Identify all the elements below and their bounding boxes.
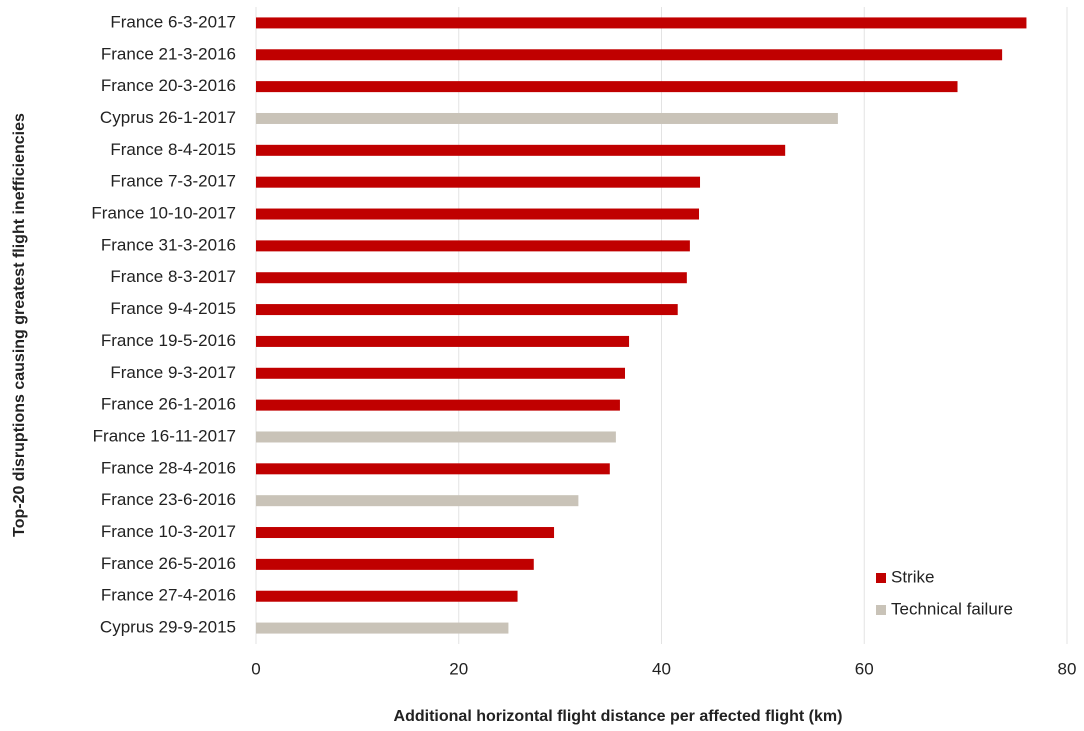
y-tick-label: France 27-4-2016 xyxy=(101,586,236,605)
y-tick-label: France 28-4-2016 xyxy=(101,458,236,477)
bar xyxy=(256,49,1003,61)
bar xyxy=(256,399,620,411)
y-tick-label: France 10-3-2017 xyxy=(101,522,236,541)
bar xyxy=(256,304,678,316)
bar xyxy=(256,81,958,93)
bar xyxy=(256,367,626,379)
bar xyxy=(256,463,610,475)
y-tick-label: France 6-3-2017 xyxy=(110,12,236,31)
y-tick-label: France 26-5-2016 xyxy=(101,554,236,573)
bar xyxy=(256,590,518,602)
x-tick-label: 80 xyxy=(1058,659,1077,678)
x-axis-title: Additional horizontal flight distance pe… xyxy=(394,708,843,725)
y-tick-label: France 8-4-2015 xyxy=(110,140,236,159)
legend-label: Technical failure xyxy=(891,599,1013,618)
x-tick-label: 20 xyxy=(449,659,468,678)
bar xyxy=(256,495,579,507)
x-tick-label: 0 xyxy=(251,659,260,678)
bar xyxy=(256,112,838,124)
bar xyxy=(256,240,690,252)
y-tick-label: France 8-3-2017 xyxy=(110,267,236,286)
legend-label: Strike xyxy=(891,567,934,586)
y-tick-label: France 23-6-2016 xyxy=(101,490,236,509)
bar xyxy=(256,335,630,347)
y-tick-label: France 7-3-2017 xyxy=(110,172,236,191)
bar xyxy=(256,176,701,188)
y-tick-label: France 10-10-2017 xyxy=(91,204,236,223)
y-axis-title: Top-20 disruptions causing greatest flig… xyxy=(11,113,28,537)
bar xyxy=(256,144,786,156)
legend-swatch xyxy=(876,573,886,583)
y-tick-label: Cyprus 29-9-2015 xyxy=(100,618,236,637)
y-tick-label: Cyprus 26-1-2017 xyxy=(100,108,236,127)
y-tick-label: France 20-3-2016 xyxy=(101,76,236,95)
bar xyxy=(256,272,687,284)
y-tick-label: France 9-3-2017 xyxy=(110,363,236,382)
bar xyxy=(256,527,555,539)
y-tick-label: France 31-3-2016 xyxy=(101,235,236,254)
y-tick-label: France 19-5-2016 xyxy=(101,331,236,350)
y-tick-label: France 21-3-2016 xyxy=(101,44,236,63)
bar xyxy=(256,17,1027,29)
y-tick-label: France 16-11-2017 xyxy=(93,426,236,445)
bar xyxy=(256,622,509,634)
x-tick-label: 40 xyxy=(652,659,671,678)
legend-swatch xyxy=(876,605,886,615)
y-tick-label: France 26-1-2016 xyxy=(101,395,236,414)
bar xyxy=(256,431,616,443)
x-tick-label: 60 xyxy=(855,659,874,678)
y-tick-label: France 9-4-2015 xyxy=(110,299,236,318)
bar xyxy=(256,558,534,570)
bar xyxy=(256,208,700,220)
